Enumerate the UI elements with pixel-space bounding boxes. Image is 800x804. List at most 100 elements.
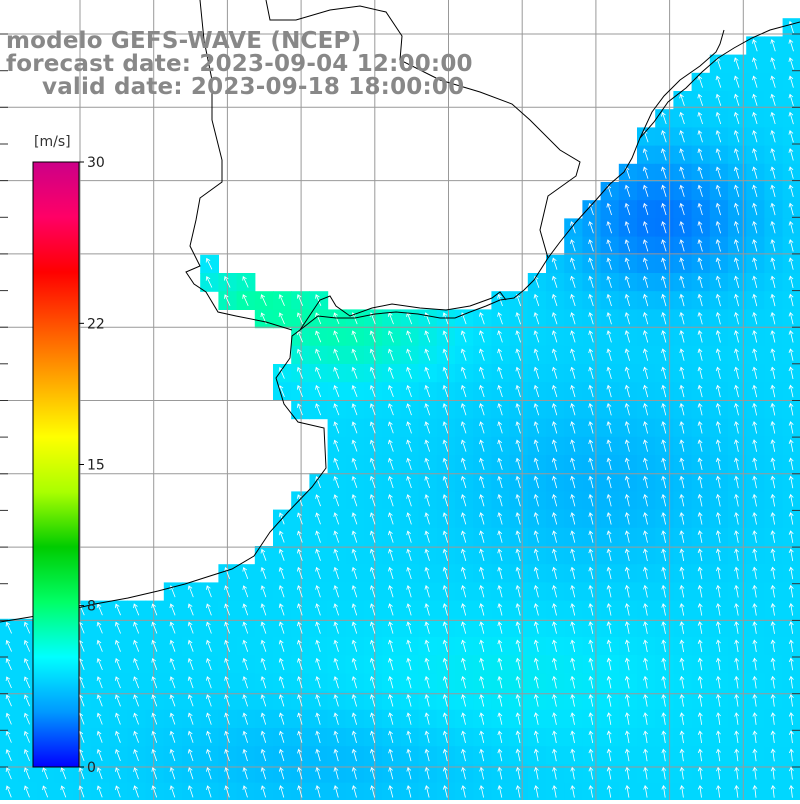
wind-arrow [352,367,358,379]
wind-arrow-head [242,748,248,754]
wind-arrow [662,112,667,125]
wind-arrow [662,621,666,634]
wind-arrow [753,221,758,234]
wind-arrow [772,712,775,725]
wind-arrow [170,694,176,707]
wind-arrow [753,257,758,270]
wind-arrow-head [333,748,339,754]
wind-arrow-head [643,785,649,790]
wind-arrow-head [406,675,412,681]
wind-arrow [589,694,594,707]
wind-arrow-head [23,658,29,663]
wind-arrow-head [770,330,776,335]
wind-arrow [753,439,757,452]
wind-arrow [115,731,121,743]
wind-arrow [42,767,49,780]
wind-arrow [644,712,648,725]
wind-arrow [626,767,630,780]
wind-arrow-head [479,384,484,390]
wind-arrow-head [752,421,758,426]
wind-arrow [735,621,739,634]
wind-arrow-head [551,312,557,317]
wind-arrow-head [460,366,466,372]
wind-arrow [717,512,721,525]
wind-arrow-head [133,676,138,681]
wind-arrow [24,695,30,707]
wind-arrow [152,658,158,671]
wind-arrow [498,731,503,743]
wind-arrow-head [169,658,175,663]
wind-arrow-head [224,730,229,736]
wind-arrow-head [770,293,776,299]
wind-arrow-head [715,603,721,608]
wind-arrow [735,530,739,543]
wind-arrow-head [388,421,393,427]
wind-arrow-head [551,293,557,299]
wind-arrow-head [752,603,758,608]
wind-arrow [662,603,666,616]
wind-arrow-head [642,293,648,299]
wind-arrow-head [497,457,503,463]
wind-arrow-head [442,403,448,408]
wind-arrow [735,239,740,252]
wind-arrow-head [788,330,794,335]
wind-arrow [371,712,376,725]
wind-arrow [753,621,757,634]
wind-arrow [516,494,521,507]
wind-arrow [534,330,540,343]
wind-arrow [662,294,667,307]
wind-arrow-head [679,785,685,790]
wind-arrow-head [770,621,776,626]
wind-arrow [589,330,594,343]
wind-arrow [225,585,230,598]
wind-arrow [425,567,430,580]
wind-arrow [607,385,612,398]
wind-arrow [662,167,667,179]
wind-arrow [735,330,739,343]
wind-cell [782,655,800,674]
wind-arrow [644,603,648,616]
wind-arrow [552,330,558,343]
wind-arrow [79,640,85,652]
wind-arrow-head [479,748,485,754]
wind-arrow [626,621,630,634]
wind-arrow [516,640,521,652]
wind-arrow-head [624,457,630,463]
wind-arrow [297,549,303,561]
wind-arrow-head [715,311,721,317]
wind-arrow [754,731,757,744]
wind-arrow-head [260,730,266,736]
wind-arrow-head [369,748,375,754]
wind-arrow [407,621,412,634]
wind-arrow-head [643,402,648,408]
wind-arrow [188,585,194,598]
wind-arrow [480,767,484,780]
wind-arrow [571,622,576,634]
wind-arrow [753,130,758,143]
wind-arrow [735,512,739,525]
wind-arrow-head [187,658,193,663]
wind-arrow-head [734,493,739,499]
wind-arrow-head [351,439,357,445]
wind-arrow-head [260,312,266,318]
wind-arrow [790,567,794,580]
wind-arrow-head [752,584,758,590]
wind-arrow [425,421,431,434]
wind-arrow [334,385,340,398]
wind-arrow-head [679,239,685,244]
wind-arrow-head [770,75,776,81]
wind-arrow-head [461,639,466,645]
wind-arrow [589,712,594,725]
wind-arrow [553,767,557,780]
wind-arrow [407,603,412,616]
wind-arrow-head [206,694,211,699]
wind-arrow-head [697,566,703,572]
wind-arrow [297,531,303,543]
wind-arrow [407,749,412,762]
wind-arrow-head [224,657,229,663]
wind-arrow-head [533,730,539,736]
wind-arrow-head [151,694,157,700]
wind-arrow [443,512,449,525]
wind-arrow [206,713,212,725]
wind-arrow-head [570,275,575,281]
